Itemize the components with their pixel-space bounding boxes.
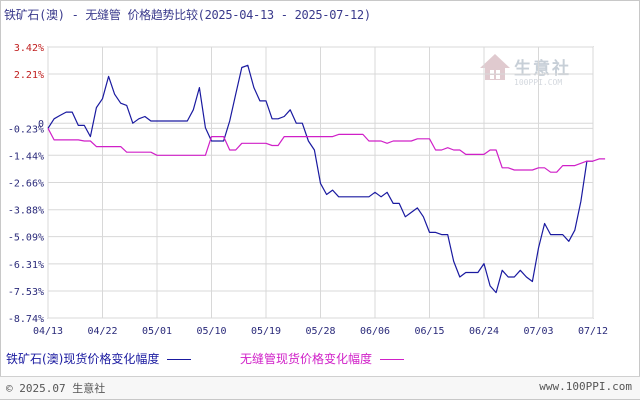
x-tick-label: 05/01 <box>142 326 172 337</box>
legend-seamless-pipe-swatch <box>380 359 405 360</box>
x-tick-label: 05/19 <box>251 326 281 337</box>
x-tick-label: 05/28 <box>305 326 335 337</box>
footer-bar: © 2025.07 生意社 www.100PPI.com <box>0 376 640 399</box>
x-tick-label: 07/12 <box>578 326 608 337</box>
y-tick-label: 0 <box>38 119 44 130</box>
chart-title: 铁矿石(澳) - 无缝管 价格趋势比较(2025-04-13 - 2025-07… <box>4 8 371 22</box>
series-line-iron-ore <box>47 64 593 294</box>
y-tick-label: -3.88% <box>8 206 44 217</box>
legend-iron-ore-swatch <box>167 359 192 360</box>
y-tick-label: -7.53% <box>8 287 44 298</box>
y-tick-label: -2.66% <box>8 179 44 190</box>
y-tick-label: 2.21% <box>14 70 44 81</box>
y-tick-label: -1.44% <box>8 151 44 162</box>
x-tick-label: 05/10 <box>196 326 226 337</box>
legend-seamless-pipe-label: 无缝管现货价格变化幅度 <box>240 352 373 366</box>
x-tick-label: 07/03 <box>523 326 553 337</box>
x-tick-label: 06/15 <box>414 326 444 337</box>
legend-seamless-pipe: 无缝管现货价格变化幅度 <box>240 350 405 367</box>
legend-iron-ore-label: 铁矿石(澳)现货价格变化幅度 <box>6 352 160 366</box>
x-tick-label: 06/06 <box>360 326 390 337</box>
y-tick-label: -0.23% <box>8 124 44 135</box>
x-tick-label: 04/13 <box>33 326 63 337</box>
x-tick-label: 04/22 <box>87 326 117 337</box>
x-tick-label: 06/24 <box>469 326 499 337</box>
legend-iron-ore: 铁矿石(澳)现货价格变化幅度 <box>6 350 192 367</box>
y-tick-label: 3.42% <box>14 43 44 54</box>
y-tick-label: -5.09% <box>8 233 44 244</box>
y-tick-label: -8.74% <box>8 314 44 325</box>
copyright-text: © 2025.07 生意社 <box>6 382 106 395</box>
y-tick-label: -6.31% <box>8 260 44 271</box>
series-line-seamless-pipe <box>47 128 606 173</box>
site-link[interactable]: www.100PPI.com <box>539 380 632 393</box>
